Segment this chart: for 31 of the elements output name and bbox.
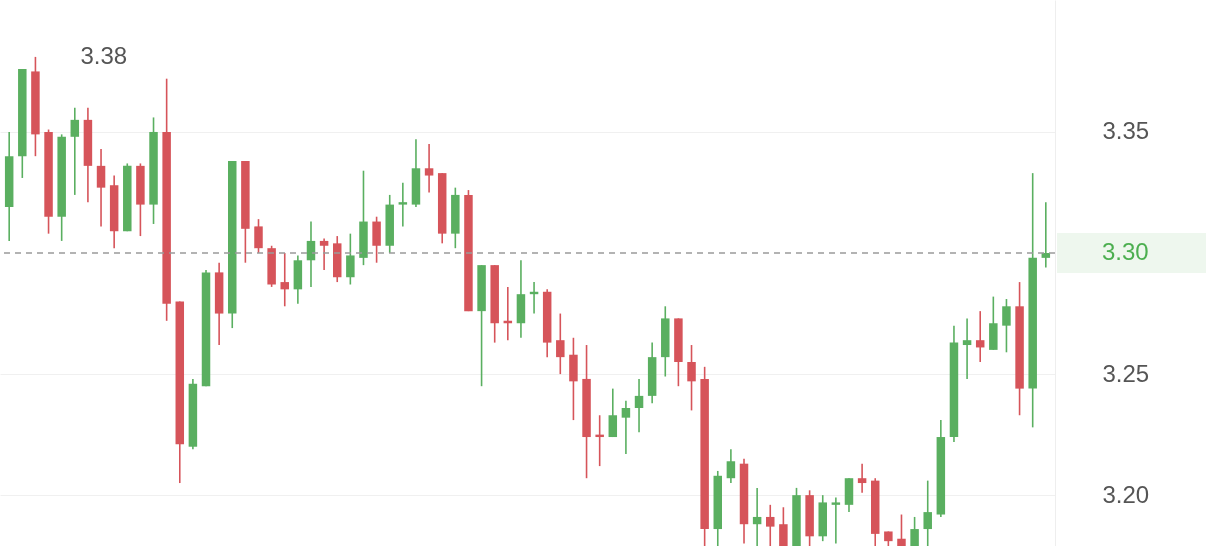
candlestick — [779, 506, 788, 546]
candlestick — [923, 479, 932, 546]
candlestick — [346, 232, 355, 286]
candlestick — [280, 252, 289, 308]
annotation: 3.38 — [80, 41, 128, 69]
candlestick — [621, 399, 631, 455]
candlestick — [608, 387, 618, 438]
candlestick — [254, 218, 263, 254]
candlestick — [831, 496, 841, 545]
candlestick — [857, 462, 867, 494]
y-tick-label: 3.35 — [1102, 117, 1150, 145]
y-tick-label: 3.20 — [1102, 480, 1150, 508]
candlestick — [556, 312, 565, 375]
candlestick — [975, 310, 985, 363]
candlestick — [424, 143, 434, 194]
ref-line-label: 3.30 — [1102, 238, 1149, 266]
candlestick — [319, 237, 329, 271]
candlestick — [70, 106, 80, 196]
candlestick — [1002, 298, 1011, 354]
candlestick — [766, 504, 775, 546]
candlestick — [687, 344, 696, 412]
candlestick — [726, 448, 736, 484]
candlestick — [910, 516, 919, 546]
candlestick — [897, 513, 906, 546]
candlestick — [752, 487, 762, 546]
candlestick — [634, 378, 644, 433]
candlestick — [1041, 201, 1051, 269]
y-tick-label: 3.25 — [1102, 359, 1150, 387]
candlestick — [962, 317, 972, 380]
candlestick — [398, 182, 408, 228]
candlestick — [96, 148, 106, 228]
